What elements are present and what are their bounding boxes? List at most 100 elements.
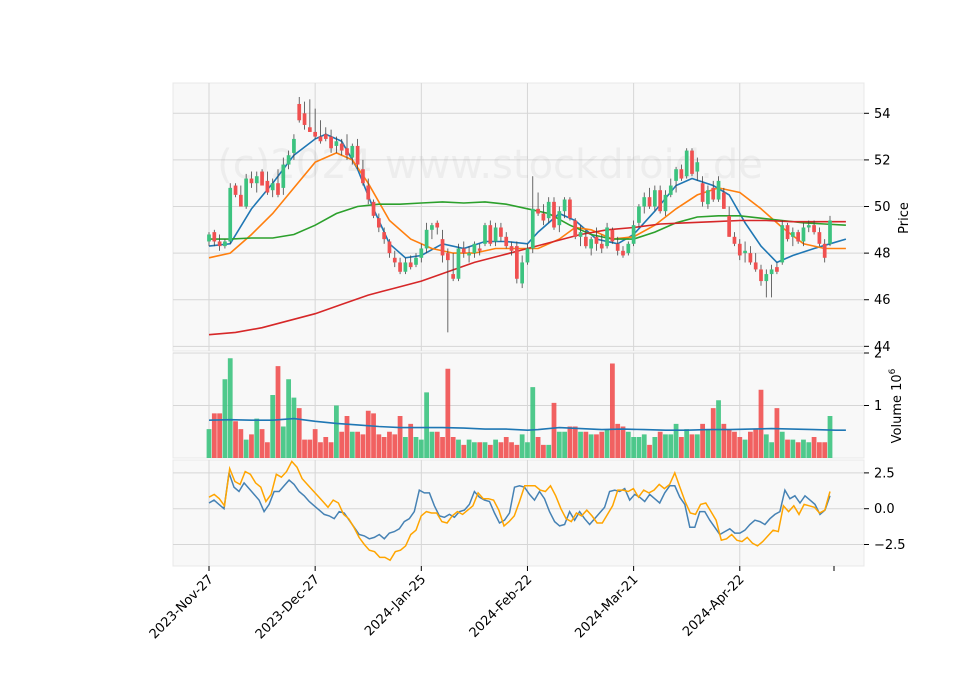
candle-body bbox=[674, 169, 678, 181]
volume-bar bbox=[827, 416, 833, 458]
candle-body bbox=[626, 243, 631, 254]
candle-body bbox=[238, 194, 243, 207]
volume-bar bbox=[397, 416, 403, 458]
volume-bar bbox=[477, 442, 483, 458]
candle-body bbox=[780, 225, 785, 263]
price-tick-label: 48 bbox=[874, 247, 891, 262]
oscillator-tick-label: 0.0 bbox=[874, 502, 895, 517]
candle-body bbox=[684, 150, 689, 177]
candle-body bbox=[276, 183, 280, 195]
volume-bar bbox=[678, 437, 684, 458]
volume-bar bbox=[360, 434, 366, 458]
volume-bar bbox=[806, 442, 812, 458]
candle-body bbox=[737, 243, 742, 256]
volume-bar bbox=[530, 387, 536, 458]
candle-body bbox=[769, 269, 774, 275]
volume-bar bbox=[482, 442, 488, 458]
volume-bar bbox=[254, 418, 260, 458]
volume-bar bbox=[211, 413, 217, 458]
volume-bar bbox=[392, 434, 398, 458]
volume-bar bbox=[588, 434, 594, 458]
volume-bar bbox=[339, 431, 345, 458]
candle-body bbox=[435, 222, 440, 228]
candle-body bbox=[753, 262, 758, 270]
volume-bar bbox=[811, 437, 817, 458]
candle-body bbox=[307, 127, 312, 132]
volume-bar bbox=[535, 437, 541, 458]
volume-bar bbox=[747, 431, 753, 458]
candle-body bbox=[568, 199, 572, 219]
candle-body bbox=[695, 162, 700, 172]
candle-body bbox=[530, 208, 535, 249]
candle-body bbox=[631, 225, 636, 244]
volume-bar bbox=[445, 368, 451, 458]
candle-body bbox=[663, 194, 668, 212]
volume-bar bbox=[694, 434, 700, 458]
volume-bar bbox=[376, 434, 382, 458]
candle-body bbox=[392, 257, 397, 263]
volume-bar bbox=[222, 379, 228, 458]
volume-bar bbox=[663, 434, 668, 458]
x-tick-label: 2024-Feb-22 bbox=[467, 572, 536, 641]
candle-body bbox=[578, 232, 583, 237]
volume-bar bbox=[604, 429, 610, 458]
candle-body bbox=[621, 250, 625, 256]
volume-bar bbox=[503, 437, 509, 458]
volume-bar bbox=[615, 423, 621, 458]
candle-body bbox=[451, 274, 456, 279]
candle-body bbox=[270, 183, 275, 191]
candle-body bbox=[690, 150, 694, 174]
candle-body bbox=[249, 178, 254, 184]
volume-bar bbox=[408, 423, 414, 458]
candle-body bbox=[658, 190, 663, 212]
volume-bar bbox=[578, 431, 583, 458]
volume-bar bbox=[769, 442, 775, 458]
candle-body bbox=[764, 274, 769, 282]
candle-body bbox=[647, 197, 652, 207]
candle-body bbox=[323, 134, 328, 139]
x-tick-label: 2024-Mar-21 bbox=[572, 572, 641, 641]
volume-bar bbox=[349, 431, 355, 458]
volume-bar bbox=[689, 434, 695, 458]
oscillator-tick-label: 2.5 bbox=[874, 466, 895, 481]
candle-body bbox=[759, 269, 763, 282]
candle-body bbox=[599, 243, 604, 249]
volume-bar bbox=[498, 442, 504, 458]
candle-body bbox=[477, 248, 482, 251]
volume-bar bbox=[487, 444, 493, 458]
candle-body bbox=[562, 199, 567, 212]
candle-body bbox=[828, 220, 832, 244]
candle-body bbox=[796, 232, 801, 242]
volume-bar bbox=[429, 431, 435, 458]
volume-bar bbox=[556, 431, 562, 458]
volume-bar bbox=[333, 405, 339, 458]
candle-body bbox=[461, 248, 466, 254]
candle-body bbox=[668, 185, 673, 195]
candle-body bbox=[589, 239, 594, 249]
volume-bar bbox=[424, 392, 430, 458]
volume-bar bbox=[365, 410, 371, 458]
candle-body bbox=[408, 262, 413, 268]
volume-bar bbox=[721, 423, 727, 458]
candle-body bbox=[440, 239, 445, 256]
candle-body bbox=[445, 253, 450, 261]
candle-body bbox=[546, 201, 551, 219]
volume-bar bbox=[599, 431, 605, 458]
candle-body bbox=[541, 213, 546, 221]
candle-body bbox=[504, 236, 509, 247]
candle-body bbox=[652, 190, 657, 207]
volume-bar bbox=[450, 437, 456, 458]
candle-body bbox=[297, 103, 302, 121]
candle-body bbox=[376, 218, 381, 228]
candle-body bbox=[207, 234, 211, 242]
candle-body bbox=[329, 136, 333, 149]
volume-bar bbox=[323, 437, 329, 458]
candle-body bbox=[387, 241, 392, 254]
volume-bar bbox=[785, 439, 790, 458]
volume-bar bbox=[774, 408, 780, 458]
candle-body bbox=[334, 141, 339, 146]
candle-body bbox=[318, 136, 323, 142]
candle-body bbox=[557, 211, 562, 226]
